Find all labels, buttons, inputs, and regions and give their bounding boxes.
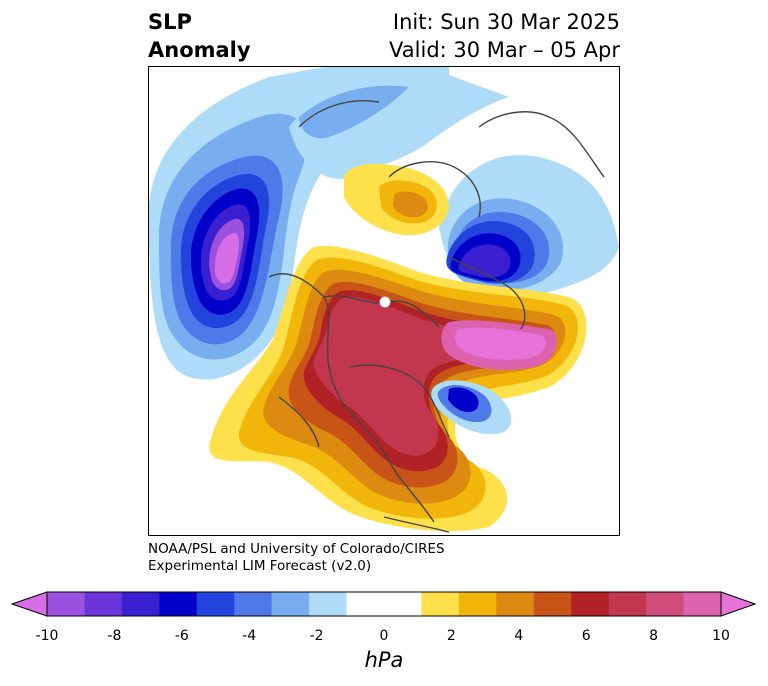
credit-line1: NOAA/PSL and University of Colorado/CIRE…: [148, 541, 445, 557]
colorbar-bin: [683, 592, 722, 616]
colorbar-arrow-left: [10, 591, 48, 617]
colorbar-tick-label: 8: [649, 628, 659, 644]
north-pole-marker: [379, 296, 391, 308]
colorbar-tick-label: 2: [446, 628, 456, 644]
colorbar-tick-label: 10: [712, 628, 730, 644]
colorbar-bin: [234, 592, 273, 616]
colorbar-bin: [458, 592, 497, 616]
coastlines: [268, 100, 605, 533]
colorbar-bin: [421, 592, 460, 616]
colorbar-tick-label: 4: [514, 628, 524, 644]
colorbar-label: hPa: [364, 648, 404, 672]
colorbar-bin: [384, 592, 422, 616]
colorbar-bin: [271, 592, 310, 616]
colorbar-bin: [159, 592, 198, 616]
title-slp: SLP: [148, 10, 192, 34]
colorbar-bin: [571, 592, 610, 616]
colorbar-bin: [84, 592, 123, 616]
colorbar-arrow-right: [720, 591, 757, 617]
negative-anomaly-atlantic: [431, 380, 512, 435]
colorbar-bin: [121, 592, 160, 616]
colorbar-bin: [533, 592, 572, 616]
colorbar-bin: [309, 592, 348, 616]
colorbar-bin: [47, 592, 85, 616]
negative-anomaly-europe: [439, 155, 619, 300]
colorbar-bin: [646, 592, 685, 616]
credit-line2: Experimental LIM Forecast (v2.0): [148, 558, 372, 574]
credit: NOAA/PSL and University of Colorado/CIRE…: [148, 541, 445, 575]
colorbar-tick-label: -6: [174, 628, 189, 644]
map-panel: [148, 66, 620, 536]
colorbar-tick-label: 6: [581, 628, 591, 644]
title-left: SLP Anomaly: [148, 8, 251, 64]
negative-anomaly-pacific: [149, 67, 449, 380]
colorbar-tick-label: -2: [309, 628, 324, 644]
colorbar-bin: [196, 592, 235, 616]
init-date: Init: Sun 30 Mar 2025: [392, 10, 620, 34]
valid-range: Valid: 30 Mar – 05 Apr: [389, 38, 620, 62]
anomaly-map: [149, 67, 619, 533]
positive-anomaly-arctic: [344, 164, 449, 236]
colorbar-tick-label: -10: [35, 628, 59, 644]
title-right: Init: Sun 30 Mar 2025 Valid: 30 Mar – 05…: [389, 8, 620, 64]
colorbar-bin: [496, 592, 535, 616]
colorbar: [10, 591, 757, 617]
colorbar-tick-label: -8: [107, 628, 122, 644]
colorbar-tick-label: -4: [242, 628, 257, 644]
colorbar-tick-label: 0: [379, 628, 389, 644]
colorbar-bin: [346, 592, 385, 616]
title-anomaly: Anomaly: [148, 38, 251, 62]
colorbar-bin: [608, 592, 647, 616]
